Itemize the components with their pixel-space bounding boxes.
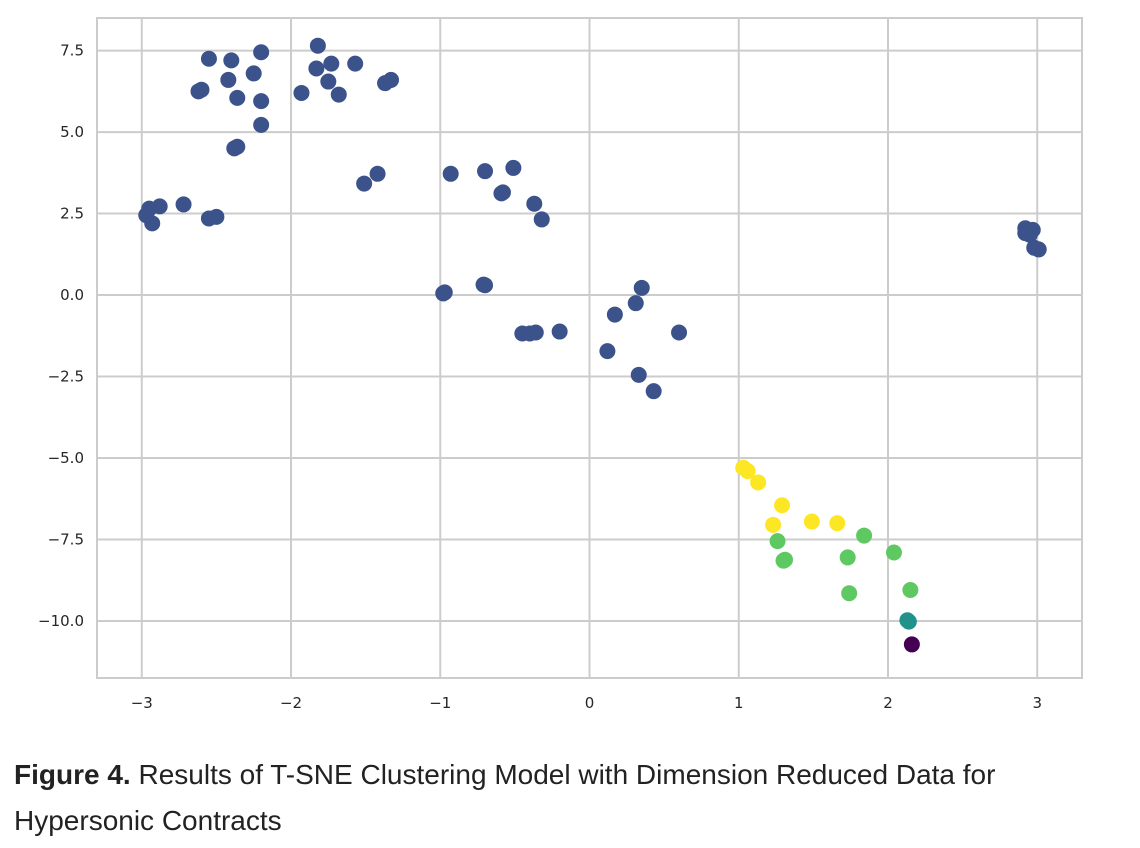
y-tick-label: −2.5 bbox=[48, 368, 84, 386]
data-point bbox=[226, 140, 243, 157]
data-point bbox=[633, 279, 650, 296]
data-point bbox=[223, 52, 240, 69]
data-point bbox=[526, 195, 543, 212]
data-point bbox=[293, 84, 310, 101]
data-point bbox=[309, 37, 326, 54]
data-point bbox=[769, 533, 786, 550]
data-point bbox=[190, 83, 207, 100]
data-point bbox=[774, 497, 791, 514]
data-point bbox=[494, 184, 511, 201]
data-point bbox=[208, 208, 225, 225]
data-point bbox=[320, 73, 337, 90]
scatter-chart: −3 −2 −1 0 1 2 3 7.5 5.0 2.5 0.0 −2.5 −5.0 −7.5 −10.0 bbox=[38, 17, 1083, 712]
data-point bbox=[220, 71, 237, 88]
data-point bbox=[347, 55, 364, 72]
y-tick-label: −7.5 bbox=[48, 530, 84, 548]
data-point bbox=[253, 44, 270, 61]
data-point bbox=[829, 515, 846, 532]
data-point bbox=[200, 50, 217, 67]
data-point bbox=[671, 324, 688, 341]
data-point bbox=[903, 636, 920, 653]
data-point bbox=[775, 552, 792, 569]
data-point bbox=[369, 165, 386, 182]
y-tick-label: −10.0 bbox=[38, 612, 84, 630]
figure-caption-text: Results of T-SNE Clustering Model with D… bbox=[14, 759, 996, 836]
x-tick-label: −2 bbox=[280, 694, 302, 712]
data-point bbox=[627, 295, 644, 312]
x-tick-label: −3 bbox=[131, 694, 153, 712]
data-point bbox=[308, 60, 325, 77]
data-point bbox=[606, 306, 623, 323]
data-point bbox=[645, 383, 662, 400]
x-tick-label: 2 bbox=[883, 694, 893, 712]
data-point bbox=[356, 175, 373, 192]
data-point bbox=[533, 211, 550, 228]
data-point bbox=[475, 276, 492, 293]
figure-caption: Figure 4. Results of T-SNE Clustering Mo… bbox=[14, 752, 1134, 844]
data-point bbox=[383, 71, 400, 88]
data-point bbox=[839, 549, 856, 566]
chart-svg: −3 −2 −1 0 1 2 3 7.5 5.0 2.5 0.0 −2.5 −5.0 −7.5 −10.0 bbox=[38, 17, 1083, 712]
y-tick-label: 2.5 bbox=[60, 205, 84, 223]
x-tick-label: −1 bbox=[429, 694, 451, 712]
data-point bbox=[630, 366, 647, 383]
data-point bbox=[841, 585, 858, 602]
data-point bbox=[436, 284, 453, 301]
data-point bbox=[750, 474, 767, 491]
data-point bbox=[229, 89, 246, 106]
y-tick-label: 5.0 bbox=[60, 123, 84, 141]
data-point bbox=[144, 215, 161, 232]
figure-label: Figure 4. bbox=[14, 759, 131, 790]
x-tick-label: 0 bbox=[585, 694, 595, 712]
data-points bbox=[138, 37, 1047, 653]
data-point bbox=[551, 323, 568, 340]
data-point bbox=[527, 324, 544, 341]
data-point bbox=[900, 613, 917, 630]
y-tick-label: −5.0 bbox=[48, 449, 84, 467]
data-point bbox=[1017, 225, 1034, 242]
data-point bbox=[253, 93, 270, 110]
data-point bbox=[442, 165, 459, 182]
x-tick-labels: −3 −2 −1 0 1 2 3 bbox=[131, 694, 1042, 712]
y-tick-label: 0.0 bbox=[60, 286, 84, 304]
data-point bbox=[856, 527, 873, 544]
data-point bbox=[803, 513, 820, 530]
data-point bbox=[1030, 241, 1047, 258]
x-tick-label: 1 bbox=[734, 694, 744, 712]
data-point bbox=[885, 544, 902, 561]
data-point bbox=[739, 463, 756, 480]
data-point bbox=[902, 582, 919, 598]
data-point bbox=[175, 196, 192, 213]
y-tick-labels: 7.5 5.0 2.5 0.0 −2.5 −5.0 −7.5 −10.0 bbox=[38, 42, 84, 630]
data-point bbox=[330, 86, 347, 103]
data-point bbox=[765, 516, 782, 533]
data-point bbox=[253, 116, 270, 133]
y-tick-label: 7.5 bbox=[60, 42, 84, 60]
data-point bbox=[477, 163, 494, 180]
data-point bbox=[599, 343, 616, 360]
data-point bbox=[505, 159, 522, 176]
x-tick-label: 3 bbox=[1032, 694, 1042, 712]
data-point bbox=[323, 55, 340, 72]
data-point bbox=[245, 65, 262, 82]
